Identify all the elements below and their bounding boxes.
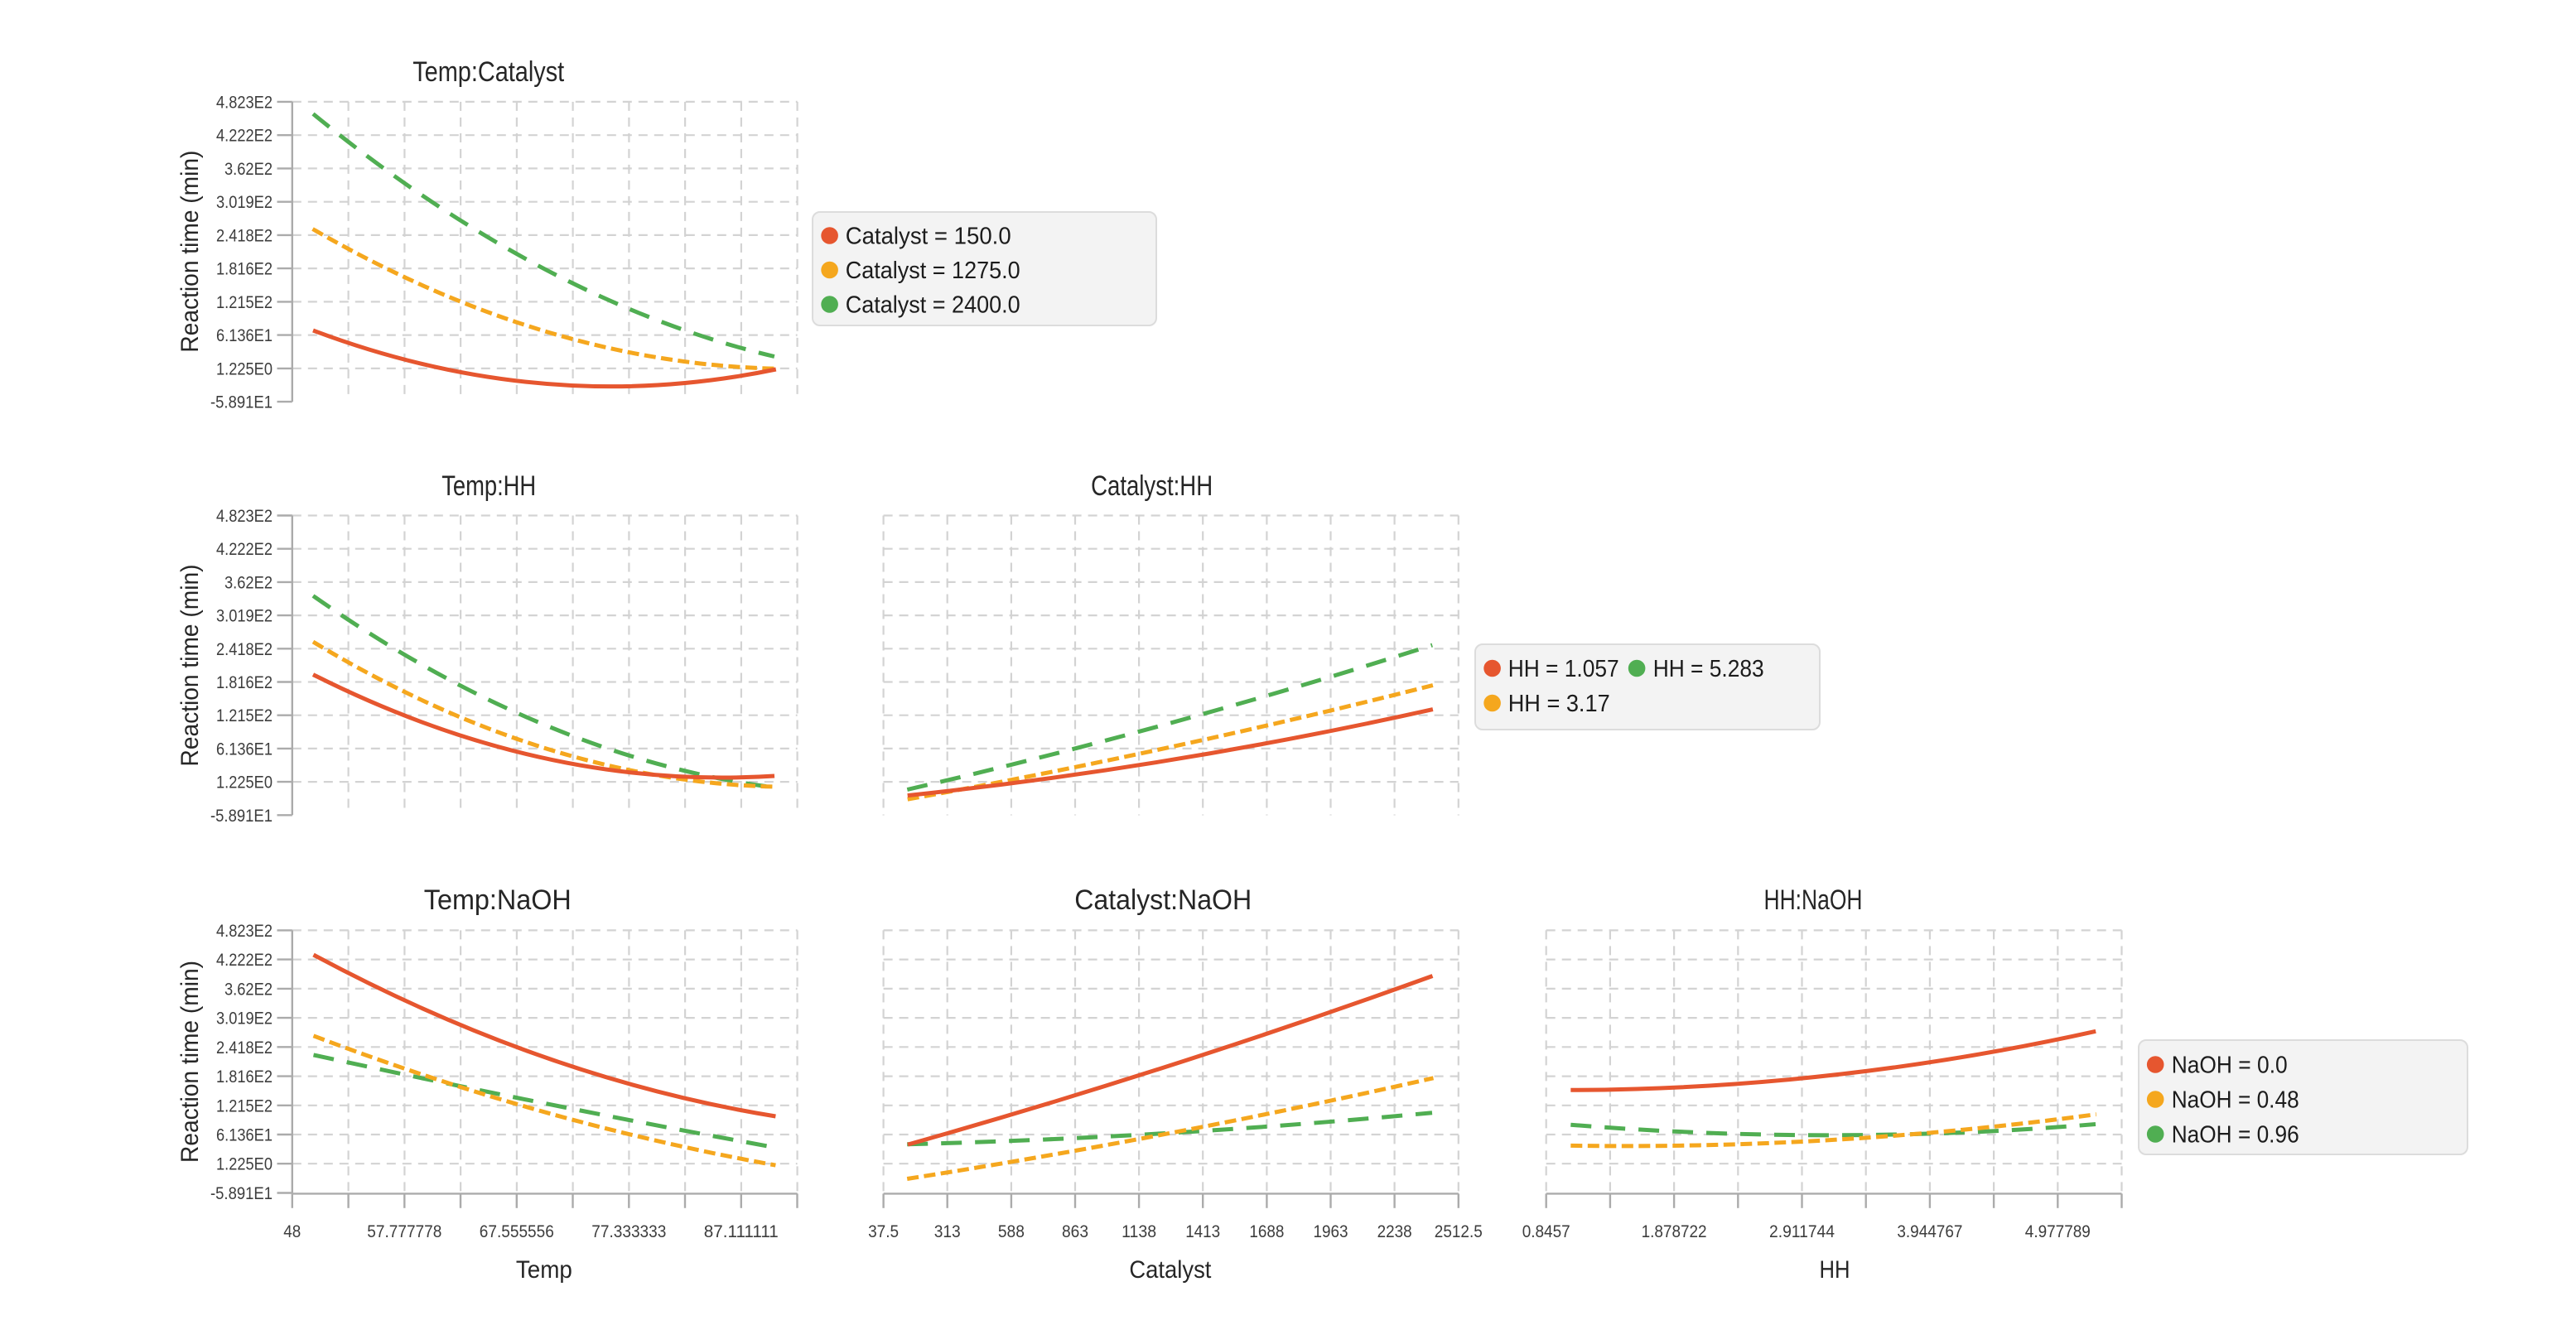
svg-text:Reaction time (min): Reaction time (min): [176, 151, 204, 353]
svg-text:6.136E1: 6.136E1: [216, 1125, 273, 1145]
svg-text:Temp:Catalyst: Temp:Catalyst: [412, 56, 564, 88]
svg-text:77.333333: 77.333333: [591, 1221, 666, 1241]
svg-text:1.215E2: 1.215E2: [216, 292, 273, 312]
svg-text:3.019E2: 3.019E2: [216, 606, 273, 626]
svg-text:Catalyst:NaOH: Catalyst:NaOH: [1074, 884, 1252, 916]
svg-text:3.019E2: 3.019E2: [216, 192, 273, 212]
svg-text:2.911744: 2.911744: [1769, 1221, 1835, 1241]
svg-text:313: 313: [934, 1221, 961, 1241]
svg-text:Temp:HH: Temp:HH: [441, 470, 536, 502]
svg-text:1.225E0: 1.225E0: [216, 1154, 273, 1174]
svg-text:3.62E2: 3.62E2: [224, 159, 273, 179]
svg-text:Temp: Temp: [516, 1256, 572, 1284]
svg-text:NaOH = 0.96: NaOH = 0.96: [2172, 1122, 2299, 1149]
svg-text:4.823E2: 4.823E2: [216, 506, 273, 526]
svg-text:37.5: 37.5: [868, 1221, 899, 1241]
svg-text:4.823E2: 4.823E2: [216, 92, 273, 112]
svg-text:HH:NaOH: HH:NaOH: [1764, 884, 1863, 916]
svg-text:NaOH = 0.0: NaOH = 0.0: [2172, 1053, 2288, 1079]
svg-text:2.418E2: 2.418E2: [216, 225, 273, 245]
svg-text:1.215E2: 1.215E2: [216, 1096, 273, 1115]
svg-text:1.225E0: 1.225E0: [216, 359, 273, 378]
svg-text:6.136E1: 6.136E1: [216, 325, 273, 345]
svg-text:2.418E2: 2.418E2: [216, 1038, 273, 1058]
svg-text:4.222E2: 4.222E2: [216, 539, 273, 559]
svg-text:Temp:NaOH: Temp:NaOH: [424, 884, 572, 916]
svg-text:1963: 1963: [1314, 1221, 1348, 1241]
svg-text:1688: 1688: [1249, 1221, 1284, 1241]
svg-text:2512.5: 2512.5: [1435, 1221, 1483, 1241]
svg-text:HH = 5.283: HH = 5.283: [1653, 656, 1764, 682]
svg-text:1138: 1138: [1122, 1221, 1156, 1241]
svg-text:3.019E2: 3.019E2: [216, 1009, 273, 1029]
svg-text:-5.891E1: -5.891E1: [210, 1183, 273, 1203]
svg-text:Reaction time (min): Reaction time (min): [176, 961, 204, 1163]
svg-text:HH: HH: [1820, 1256, 1850, 1284]
svg-text:1.816E2: 1.816E2: [216, 672, 273, 692]
svg-text:2238: 2238: [1377, 1221, 1412, 1241]
svg-text:4.222E2: 4.222E2: [216, 950, 273, 970]
svg-text:4.823E2: 4.823E2: [216, 921, 273, 941]
svg-text:NaOH = 0.48: NaOH = 0.48: [2172, 1087, 2299, 1114]
svg-text:Catalyst: Catalyst: [1129, 1256, 1211, 1284]
svg-text:87.111111: 87.111111: [704, 1221, 779, 1241]
svg-text:Catalyst = 2400.0: Catalyst = 2400.0: [846, 292, 1020, 319]
svg-text:-5.891E1: -5.891E1: [210, 393, 273, 412]
svg-text:1.225E0: 1.225E0: [216, 773, 273, 793]
svg-text:HH = 3.17: HH = 3.17: [1508, 691, 1610, 717]
svg-text:1.215E2: 1.215E2: [216, 706, 273, 725]
svg-text:1.878722: 1.878722: [1642, 1221, 1707, 1241]
svg-text:3.62E2: 3.62E2: [224, 572, 273, 592]
svg-text:6.136E1: 6.136E1: [216, 739, 273, 759]
svg-text:57.777778: 57.777778: [367, 1221, 441, 1241]
svg-text:Catalyst:HH: Catalyst:HH: [1091, 470, 1213, 502]
svg-text:HH = 1.057: HH = 1.057: [1508, 656, 1619, 682]
svg-text:3.62E2: 3.62E2: [224, 979, 273, 999]
svg-text:Catalyst = 1275.0: Catalyst = 1275.0: [846, 258, 1020, 284]
svg-text:2.418E2: 2.418E2: [216, 639, 273, 659]
svg-text:863: 863: [1062, 1221, 1088, 1241]
svg-text:4.222E2: 4.222E2: [216, 126, 273, 146]
svg-text:1.816E2: 1.816E2: [216, 259, 273, 279]
svg-text:4.977789: 4.977789: [2025, 1221, 2091, 1241]
svg-text:3.944767: 3.944767: [1897, 1221, 1962, 1241]
svg-text:Reaction time (min): Reaction time (min): [176, 565, 204, 767]
svg-text:48: 48: [283, 1221, 301, 1241]
svg-text:-5.891E1: -5.891E1: [210, 806, 273, 826]
svg-text:0.8457: 0.8457: [1522, 1221, 1570, 1241]
svg-text:Catalyst = 150.0: Catalyst = 150.0: [846, 224, 1011, 250]
svg-text:1.816E2: 1.816E2: [216, 1067, 273, 1086]
svg-text:67.555556: 67.555556: [480, 1221, 554, 1241]
svg-text:588: 588: [998, 1221, 1025, 1241]
svg-text:1413: 1413: [1185, 1221, 1220, 1241]
